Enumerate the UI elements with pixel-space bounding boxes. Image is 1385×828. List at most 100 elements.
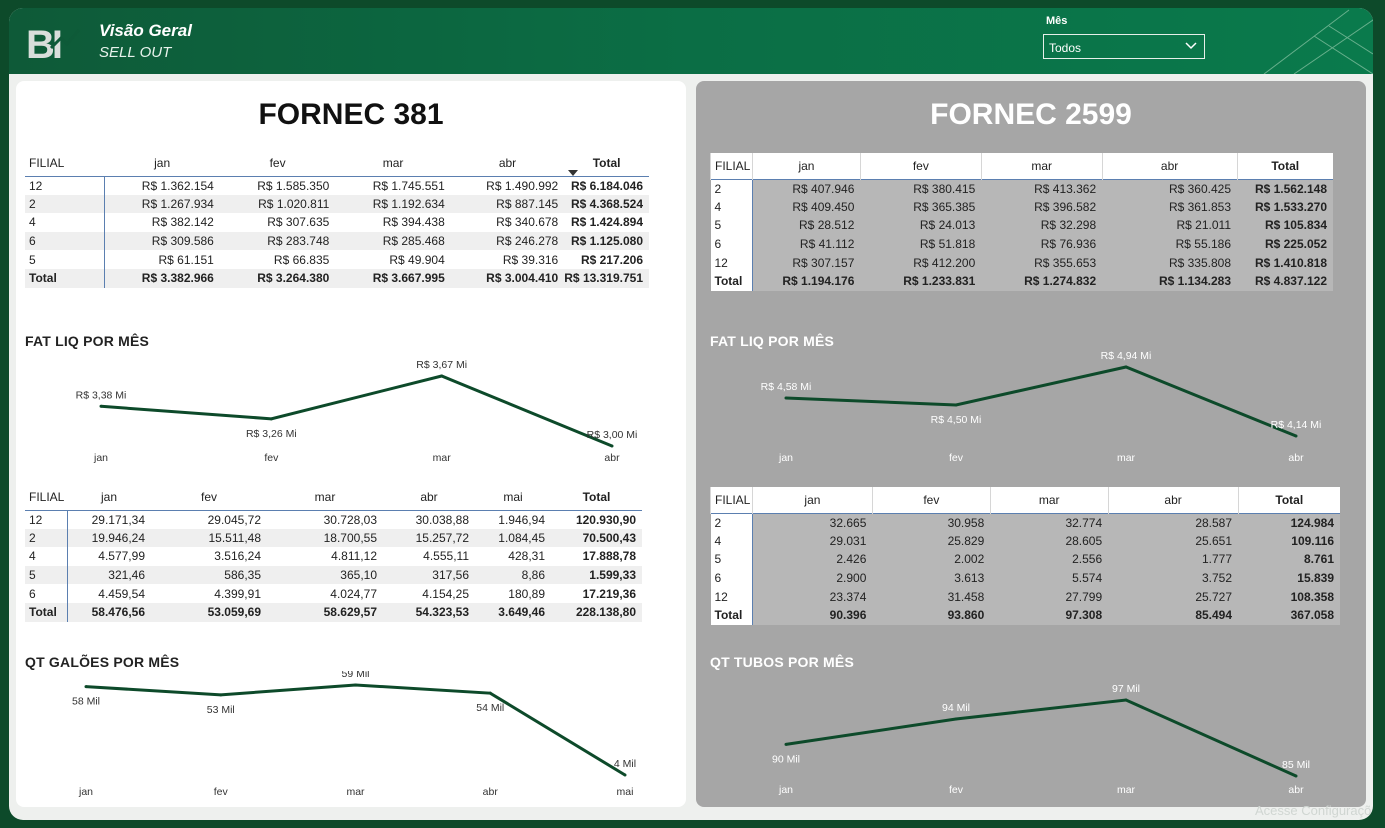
month-filter-label: Mês <box>1046 15 1068 27</box>
filial-cell: 4 <box>25 547 68 566</box>
value-cell: 4.577,99 <box>98 549 145 564</box>
filial-cell: 4 <box>710 531 753 551</box>
x-tick-label: mar <box>346 786 365 798</box>
data-point[interactable] <box>440 374 444 378</box>
qt-tubos-line-chart: 90 Mil jan 94 Mil fev 97 Mil mar 85 Mil abr <box>772 683 1310 796</box>
column-header[interactable]: fev <box>871 487 991 513</box>
x-tick-label: mar <box>1117 452 1136 464</box>
column-header[interactable]: FILIAL <box>29 155 65 170</box>
value-cell: 4.399,91 <box>214 586 261 601</box>
table-row: 5 321,46 586,35 365,10 317,56 8,86 1.599,33 <box>25 565 642 585</box>
column-header[interactable]: abr <box>420 489 438 504</box>
column-header[interactable]: FILIAL <box>710 487 753 513</box>
column-header[interactable]: Total <box>582 489 611 504</box>
x-tick-label: abr <box>1288 784 1304 796</box>
series-line <box>785 698 1297 778</box>
data-point[interactable] <box>623 773 627 777</box>
column-header[interactable]: mar <box>989 487 1109 513</box>
value-cell: R$ 49.904 <box>389 252 445 267</box>
data-point[interactable] <box>99 404 103 408</box>
column-header[interactable]: Total <box>1237 487 1340 513</box>
value-cell: R$ 1.362.154 <box>141 178 214 193</box>
data-point[interactable] <box>84 685 88 689</box>
column-header[interactable]: jan <box>751 153 861 179</box>
data-point[interactable] <box>269 417 273 421</box>
column-header[interactable]: fev <box>859 153 982 179</box>
total-cell: 15.839 <box>1238 568 1340 588</box>
data-point[interactable] <box>1124 365 1128 369</box>
filial-cell: 5 <box>25 250 105 269</box>
column-header[interactable]: fev <box>269 155 286 170</box>
filial-cell: 12 <box>25 176 105 195</box>
data-point[interactable] <box>954 403 958 407</box>
value-cell: 53.059,69 <box>151 602 267 622</box>
value-cell: 23.374 <box>752 587 873 606</box>
value-cell: R$ 365.385 <box>860 197 982 217</box>
data-label: R$ 3,26 Mi <box>246 428 297 440</box>
column-header[interactable]: mai <box>503 489 523 504</box>
table-header-row: FILIAL jan fev mar abr Total <box>710 487 1340 513</box>
value-cell: 3.649,46 <box>475 602 551 622</box>
table-row: 5 R$ 61.151 R$ 66.835 R$ 49.904 R$ 39.316 R$ … <box>25 250 649 269</box>
column-header[interactable]: abr <box>1107 487 1239 513</box>
column-header[interactable]: Total <box>592 155 621 170</box>
column-header[interactable]: FILIAL <box>29 489 65 504</box>
data-point[interactable] <box>488 691 492 695</box>
panel-fornec-2599: FORNEC 2599 FILIAL jan fev mar abr Total 2 R$ … <box>696 81 1366 807</box>
value-cell: R$ 51.818 <box>860 234 982 254</box>
data-point[interactable] <box>954 717 958 721</box>
value-cell: R$ 3.264.380 <box>219 268 336 288</box>
header-subtitle: SELL OUT <box>99 44 172 61</box>
column-header[interactable]: mar <box>980 153 1103 179</box>
fat-liq-matrix: FILIAL jan fev mar abr Total 12 R$ 1.362.154 R$… <box>25 150 649 288</box>
table-row: 6 R$ 41.112 R$ 51.818 R$ 76.936 R$ 55.186 R$ … <box>710 234 1333 254</box>
filial-cell: 2 <box>710 513 753 532</box>
data-point[interactable] <box>784 742 788 746</box>
month-filter-dropdown[interactable]: Todos <box>1043 34 1205 59</box>
series-line <box>785 365 1297 438</box>
sort-arrow-icon[interactable] <box>568 170 578 178</box>
column-header[interactable]: mar <box>314 489 336 504</box>
column-header[interactable]: abr <box>498 155 517 170</box>
data-point[interactable] <box>1124 698 1128 702</box>
filial-cell: Total <box>710 605 753 625</box>
value-cell: 1.777 <box>1108 550 1239 569</box>
column-header[interactable]: abr <box>1101 153 1237 179</box>
total-cell: 109.116 <box>1238 531 1340 551</box>
value-cell: R$ 1.192.634 <box>335 194 451 214</box>
column-header[interactable]: jan <box>154 155 171 170</box>
total-cell: R$ 105.834 <box>1237 216 1333 235</box>
value-cell: 4.459,54 <box>98 586 145 601</box>
x-tick-label: fev <box>949 452 964 464</box>
column-header[interactable]: Total <box>1236 153 1333 179</box>
value-cell: R$ 1.020.811 <box>219 194 336 214</box>
column-header[interactable]: jan <box>751 487 873 513</box>
column-header[interactable]: FILIAL <box>710 153 753 179</box>
column-header[interactable]: jan <box>100 489 117 504</box>
table-header-row: FILIAL jan fev mar abr Total <box>25 150 649 176</box>
value-cell: R$ 360.425 <box>1102 179 1237 198</box>
value-cell: R$ 3.382.966 <box>104 268 220 288</box>
value-cell: 428,31 <box>508 549 545 564</box>
column-header[interactable]: mar <box>382 155 404 170</box>
value-cell: 586,35 <box>151 565 267 585</box>
filial-cell: Total <box>25 268 105 288</box>
value-cell: 58.476,56 <box>67 602 151 622</box>
value-cell: 97.308 <box>990 605 1109 625</box>
data-point[interactable] <box>219 693 223 697</box>
data-point[interactable] <box>354 683 357 687</box>
data-point[interactable] <box>1294 434 1298 438</box>
x-tick-label: abr <box>604 452 620 464</box>
table-row: 6 R$ 309.586 R$ 283.748 R$ 285.468 R$ 246.27… <box>25 231 649 251</box>
data-point[interactable] <box>610 444 614 448</box>
table-header-row: FILIAL jan fev mar abr mai Total <box>25 484 642 510</box>
value-cell: R$ 3.667.995 <box>335 268 451 288</box>
data-point[interactable] <box>784 396 788 400</box>
data-point[interactable] <box>1294 774 1298 778</box>
column-header[interactable]: fev <box>200 489 217 504</box>
table-row: 4 4.577,99 3.516,24 4.811,12 4.555,11 428,31 1… <box>25 547 642 566</box>
table-row: 2 R$ 407.946 R$ 380.415 R$ 413.362 R$ 360.42… <box>710 179 1333 198</box>
table-row: 6 4.459,54 4.399,91 4.024,77 4.154,25 180,89 1… <box>25 584 642 603</box>
table-row: 2 R$ 1.267.934 R$ 1.020.811 R$ 1.192.634 R$ … <box>25 194 649 214</box>
value-cell: 54.323,53 <box>383 602 475 622</box>
